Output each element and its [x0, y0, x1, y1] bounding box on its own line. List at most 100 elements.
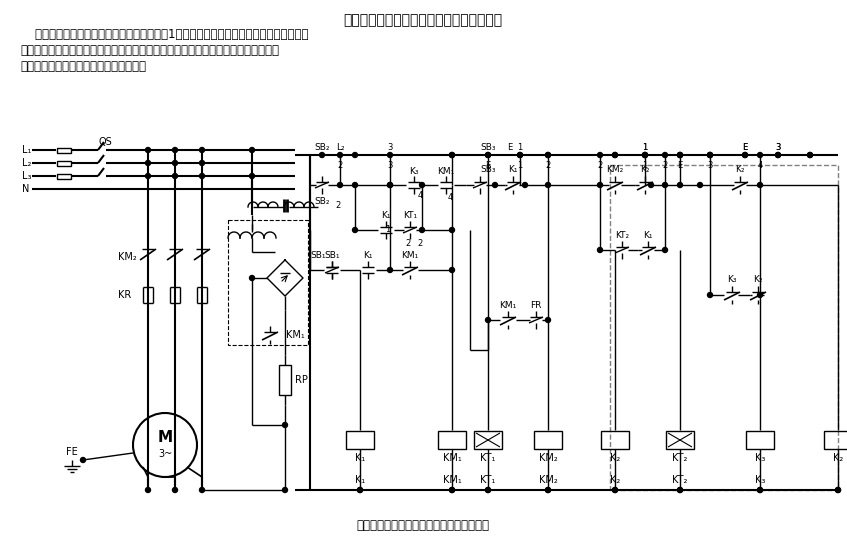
Circle shape: [545, 487, 551, 493]
Text: KT₂: KT₂: [615, 231, 629, 241]
Text: 3: 3: [387, 160, 393, 170]
Circle shape: [835, 487, 840, 493]
Circle shape: [678, 487, 683, 493]
Circle shape: [146, 160, 151, 165]
Text: E: E: [678, 160, 683, 170]
Bar: [474, 431, 502, 449]
Text: SB₁: SB₁: [324, 251, 340, 261]
Circle shape: [743, 152, 748, 158]
Text: 1: 1: [642, 143, 648, 152]
Circle shape: [450, 487, 455, 493]
Text: 1: 1: [642, 160, 648, 170]
Text: 1: 1: [518, 143, 523, 152]
Text: K₃: K₃: [409, 166, 418, 176]
Circle shape: [250, 173, 254, 178]
Bar: [57, 160, 71, 165]
Text: K₂: K₂: [610, 475, 620, 485]
Text: K₁: K₁: [643, 230, 653, 240]
Circle shape: [387, 268, 392, 273]
Text: KM₁: KM₁: [286, 330, 305, 340]
Text: K₁: K₁: [508, 165, 518, 175]
Circle shape: [612, 487, 617, 493]
Text: 3: 3: [775, 143, 781, 152]
Text: KR: KR: [118, 290, 131, 300]
Text: FE: FE: [66, 447, 78, 457]
Text: RP: RP: [295, 375, 307, 385]
Circle shape: [419, 183, 424, 188]
Circle shape: [612, 487, 617, 493]
Text: 2: 2: [337, 160, 343, 170]
Text: KM₂: KM₂: [606, 165, 623, 175]
Text: KT₁: KT₁: [480, 453, 495, 463]
Circle shape: [337, 183, 342, 188]
Circle shape: [707, 152, 712, 158]
Circle shape: [485, 318, 490, 322]
Text: 3: 3: [707, 160, 712, 170]
Text: SB₃: SB₃: [480, 143, 495, 152]
Text: KM₁: KM₁: [401, 250, 418, 260]
Circle shape: [678, 183, 683, 188]
Circle shape: [835, 487, 840, 493]
Text: 2: 2: [335, 201, 340, 210]
Circle shape: [173, 147, 178, 152]
Circle shape: [678, 152, 683, 158]
Circle shape: [697, 183, 702, 188]
Bar: [534, 431, 562, 449]
Circle shape: [173, 487, 178, 493]
Circle shape: [387, 183, 392, 188]
Circle shape: [357, 487, 363, 493]
Circle shape: [283, 423, 287, 428]
Bar: [57, 173, 71, 178]
Text: 2: 2: [597, 160, 602, 170]
Text: 3~: 3~: [158, 449, 172, 459]
Text: SB₁: SB₁: [310, 251, 325, 261]
Circle shape: [649, 183, 654, 188]
Text: K₂: K₂: [735, 165, 745, 175]
Text: E: E: [742, 143, 748, 152]
Circle shape: [597, 248, 602, 253]
Circle shape: [485, 487, 490, 493]
Text: KT₂: KT₂: [673, 453, 688, 463]
Text: 4: 4: [757, 160, 762, 170]
Bar: [746, 431, 774, 449]
Text: K₂: K₂: [833, 453, 843, 463]
Circle shape: [662, 152, 667, 158]
Circle shape: [80, 457, 86, 462]
Bar: [824, 431, 847, 449]
Text: 3: 3: [387, 143, 393, 152]
Text: KM₂: KM₂: [118, 252, 136, 262]
Circle shape: [485, 487, 490, 493]
Circle shape: [597, 152, 602, 158]
Circle shape: [352, 228, 357, 233]
Circle shape: [545, 152, 551, 158]
Circle shape: [173, 160, 178, 165]
Circle shape: [250, 147, 254, 152]
Text: L₃: L₃: [22, 171, 31, 181]
Circle shape: [707, 293, 712, 298]
Text: FR: FR: [530, 301, 542, 311]
Circle shape: [387, 152, 392, 158]
Text: KM₁: KM₁: [437, 166, 455, 176]
Circle shape: [807, 152, 812, 158]
Circle shape: [757, 487, 762, 493]
Text: 不仅在正常停车时有制动作用，而且在点动过程中也有较好的制动效果，其电路如图: 不仅在正常停车时有制动作用，而且在点动过程中也有较好的制动效果，其电路如图: [20, 44, 279, 57]
Text: SB₂: SB₂: [314, 197, 329, 205]
Circle shape: [146, 487, 151, 493]
Text: 4: 4: [447, 192, 452, 202]
Circle shape: [450, 487, 455, 493]
Text: K₂: K₂: [753, 275, 763, 285]
Bar: [601, 431, 629, 449]
Text: 1: 1: [518, 160, 523, 170]
Circle shape: [518, 152, 523, 158]
Text: 3: 3: [775, 143, 781, 152]
Text: K₂: K₂: [610, 453, 620, 463]
Circle shape: [662, 183, 667, 188]
Circle shape: [352, 183, 357, 188]
Circle shape: [200, 147, 204, 152]
Circle shape: [757, 183, 762, 188]
Bar: [279, 365, 291, 395]
Text: KM₂: KM₂: [539, 453, 557, 463]
Circle shape: [485, 152, 490, 158]
Circle shape: [523, 183, 528, 188]
Text: SB₂: SB₂: [314, 143, 329, 152]
